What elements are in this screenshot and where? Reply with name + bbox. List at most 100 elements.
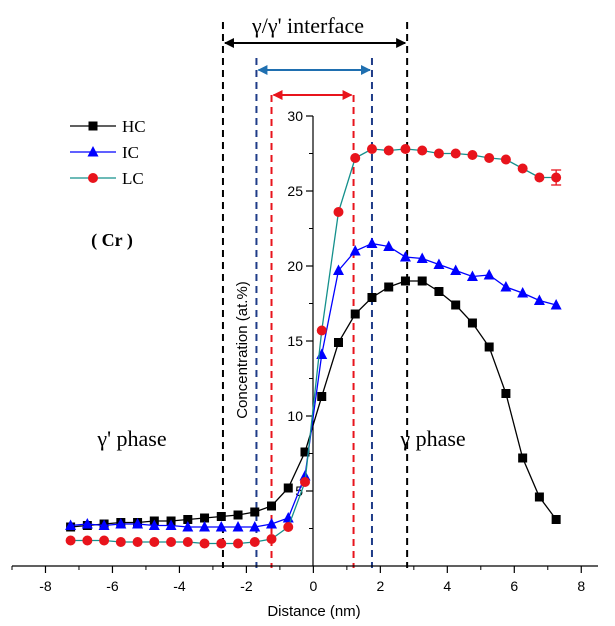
legend-entry-lc: LC xyxy=(70,169,144,188)
data-point-hc xyxy=(434,287,444,296)
data-point-ic xyxy=(98,519,110,530)
data-point-lc xyxy=(333,207,344,217)
data-point-lc xyxy=(199,538,210,549)
data-point-hc xyxy=(451,300,461,310)
data-point-hc xyxy=(367,293,377,302)
data-point-hc xyxy=(417,276,427,286)
data-point-lc xyxy=(316,325,327,336)
data-point-ic xyxy=(433,258,445,269)
data-point-lc xyxy=(500,154,511,165)
x-tick-label: -6 xyxy=(106,578,119,594)
data-point-hc xyxy=(350,309,360,319)
data-point-ic xyxy=(249,521,261,532)
data-point-ic xyxy=(182,521,194,532)
data-point-lc xyxy=(266,534,277,544)
y-tick-label: 30 xyxy=(287,108,303,124)
data-point-lc xyxy=(99,535,110,546)
data-point-ic xyxy=(550,299,562,310)
data-point-hc xyxy=(400,276,410,286)
data-point-ic xyxy=(517,287,529,298)
legend-label: IC xyxy=(122,143,139,162)
data-point-lc xyxy=(467,150,478,160)
x-tick-label: 8 xyxy=(577,578,585,594)
x-tick-label: -8 xyxy=(39,578,52,594)
data-point-ic xyxy=(366,237,378,248)
data-point-ic xyxy=(81,518,93,529)
data-point-ic xyxy=(199,521,211,532)
series-ic xyxy=(65,237,562,532)
data-point-ic xyxy=(383,240,395,251)
data-point-hc xyxy=(200,513,210,523)
data-point-ic xyxy=(533,294,545,305)
data-point-lc xyxy=(433,148,444,159)
gamma-phase-label: γ phase xyxy=(399,426,465,451)
data-point-ic xyxy=(148,519,160,530)
series-hc xyxy=(66,276,561,532)
data-point-lc xyxy=(400,144,411,154)
data-point-hc xyxy=(283,483,293,493)
legend-marker xyxy=(88,121,98,131)
data-point-lc xyxy=(450,148,461,159)
data-point-hc xyxy=(467,318,477,328)
data-point-hc xyxy=(534,492,544,502)
y-tick-label: 10 xyxy=(287,408,303,424)
data-point-ic xyxy=(399,251,411,262)
x-tick-label: 6 xyxy=(510,578,518,594)
gamma-prime-phase-label: γ' phase xyxy=(96,426,166,451)
data-point-lc xyxy=(417,145,428,156)
data-point-hc xyxy=(300,447,310,457)
data-point-lc xyxy=(534,172,545,183)
data-point-ic xyxy=(332,264,344,275)
data-point-hc xyxy=(518,453,528,463)
data-point-lc xyxy=(484,153,495,163)
x-tick-label: -2 xyxy=(240,578,253,594)
x-tick-label: 0 xyxy=(309,578,317,594)
legend-marker xyxy=(88,173,98,183)
data-point-hc xyxy=(317,392,327,401)
interface-label: γ/γ' interface xyxy=(251,13,364,38)
series-lc xyxy=(65,144,562,549)
data-point-ic xyxy=(416,252,428,263)
data-point-lc xyxy=(283,522,294,532)
element-label: ( Cr ) xyxy=(91,230,133,251)
data-point-lc xyxy=(149,537,160,547)
data-point-ic xyxy=(115,518,127,529)
data-point-ic xyxy=(65,519,77,530)
data-point-ic xyxy=(483,269,495,280)
data-point-hc xyxy=(250,507,260,517)
legend: HC IC LC xyxy=(70,117,146,188)
data-point-hc xyxy=(484,342,494,352)
data-point-lc xyxy=(383,145,394,156)
data-point-ic xyxy=(266,518,278,529)
legend-entry-hc: HC xyxy=(70,117,146,136)
y-tick-label: 25 xyxy=(287,183,303,199)
reference-lines xyxy=(221,22,409,568)
y-tick-label: 20 xyxy=(287,258,303,274)
data-point-ic xyxy=(316,348,328,359)
data-point-lc xyxy=(82,535,93,546)
legend-label: HC xyxy=(122,117,146,136)
data-point-lc xyxy=(132,537,143,547)
data-point-ic xyxy=(500,281,512,292)
data-point-lc xyxy=(366,144,377,154)
y-tick-label: 15 xyxy=(287,333,303,349)
data-point-hc xyxy=(333,338,343,347)
data-point-ic xyxy=(215,521,227,532)
data-point-hc xyxy=(267,501,277,511)
data-point-lc xyxy=(65,535,76,546)
data-point-lc xyxy=(182,537,193,547)
series-layer xyxy=(65,144,562,549)
data-point-ic xyxy=(132,518,144,529)
legend-marker xyxy=(87,146,99,157)
x-axis-label: Distance (nm) xyxy=(267,603,360,620)
data-point-lc xyxy=(300,477,310,487)
data-point-hc xyxy=(233,510,243,520)
legend-entry-ic: IC xyxy=(70,143,139,162)
data-point-ic xyxy=(349,245,361,256)
data-point-lc xyxy=(166,537,177,547)
x-tick-label: 4 xyxy=(443,578,451,594)
data-point-ic xyxy=(165,519,177,530)
data-point-ic xyxy=(450,264,462,275)
data-point-lc xyxy=(115,537,126,547)
